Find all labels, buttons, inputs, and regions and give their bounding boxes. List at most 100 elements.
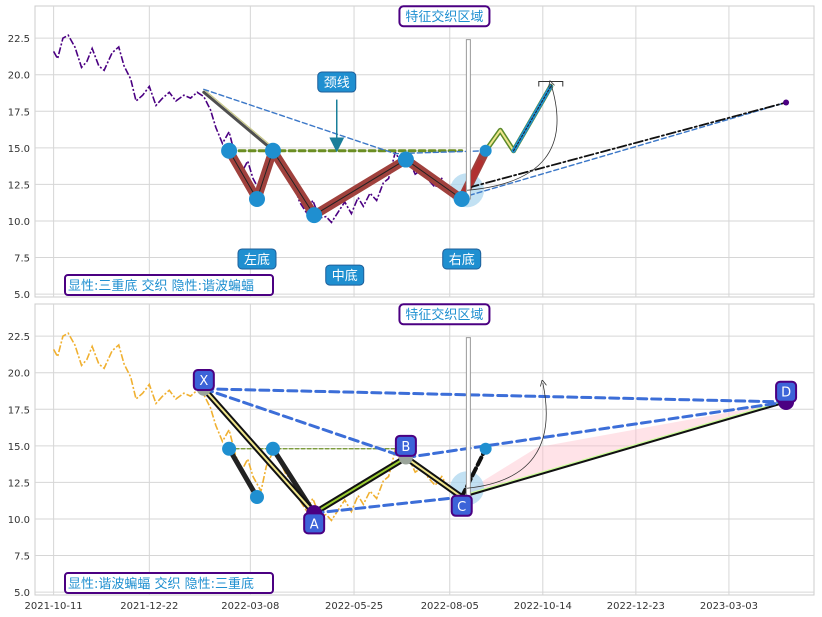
bottom-annotation: 特征交织区域 [398, 303, 491, 326]
point-label-d-text: D [781, 386, 791, 401]
bottom-pattern-line [313, 456, 407, 515]
bottom-curve-arrow [466, 383, 546, 489]
bottom-y-tick-label: 15.0 [8, 442, 30, 453]
point-label-d-box [775, 380, 798, 403]
point-label-a: A [303, 512, 326, 535]
top-annotation-box [317, 71, 357, 93]
bottom-legend-box [64, 572, 274, 594]
top-legend-box [64, 274, 274, 296]
bottom-annotation-text: 特征交织区域 [405, 307, 483, 323]
top-annotation-text: 中底 [332, 268, 358, 284]
top-legend-text: 显性:三重底 交织 隐性:谐波蝙蝠 [68, 278, 254, 294]
x-tick-label: 2023-03-03 [700, 601, 758, 612]
top-point-marker [264, 142, 281, 159]
top-y-tick-label: 10.0 [8, 217, 30, 228]
top-annotation: 特征交织区域 [398, 5, 491, 28]
bottom-legend-text: 显性:谐波蝙蝠 交织 隐性:三重底 [68, 576, 254, 592]
top-pattern-line [203, 88, 487, 155]
bottom-pattern-line [312, 495, 464, 515]
top-pattern-line [513, 85, 552, 152]
top-annotation-text: 右底 [449, 252, 475, 268]
top-y-tick-label: 5.0 [14, 290, 30, 301]
bottom-y-tick-label: 5.0 [14, 588, 30, 599]
top-point-marker [397, 151, 414, 168]
top-y-tick-label: 15.0 [8, 144, 30, 155]
top-point-marker [479, 144, 492, 157]
top-spike-bar [465, 39, 471, 200]
top-y-tick-label: 22.5 [8, 34, 30, 45]
bottom-annotation-box [398, 303, 491, 326]
x-tick-label: 2021-10-11 [25, 601, 83, 612]
top-annotation-text: 左底 [244, 252, 270, 268]
top-y-tick-label: 7.5 [14, 254, 30, 265]
top-annotation-box [325, 264, 365, 286]
top-pattern-line [202, 90, 279, 156]
top-annotation: 左底 [237, 248, 277, 270]
bottom-pattern-line [461, 399, 787, 497]
bottom-y-tick-label: 10.0 [8, 515, 30, 526]
top-point-marker [453, 191, 470, 208]
top-annotation-box [237, 248, 277, 270]
bottom-plot-area [34, 303, 815, 596]
top-pattern-line [461, 101, 787, 199]
bottom-pattern-line [202, 387, 788, 404]
top-y-tick-label: 17.5 [8, 107, 30, 118]
point-label-x: X [192, 369, 215, 392]
bottom-pattern-line [460, 400, 788, 499]
top-pattern-line [228, 150, 463, 216]
x-tick-label: 2022-05-25 [325, 601, 383, 612]
point-label-c: C [450, 494, 473, 517]
bottom-pattern-line [202, 387, 408, 460]
top-annotation-box [442, 248, 482, 270]
top-pattern-line [203, 88, 278, 152]
point-label-c-text: C [457, 500, 466, 515]
top-annotation-text: 特征交织区域 [405, 9, 483, 25]
point-label-d: D [775, 380, 798, 403]
top-annotation: 右底 [442, 248, 482, 270]
top-annotation-text: 颈线 [324, 76, 350, 91]
top-point-marker [249, 191, 266, 208]
top-target-bracket [538, 81, 564, 87]
top-pattern-line [468, 101, 787, 189]
top-legend: 显性:三重底 交织 隐性:谐波蝙蝠 [64, 274, 274, 296]
x-tick-label: 2022-12-23 [607, 601, 665, 612]
top-annotation: 颈线 [317, 71, 357, 93]
top-annotation-box [398, 5, 491, 28]
bottom-pattern-line [226, 446, 260, 500]
top-annotation: 中底 [325, 264, 365, 286]
top-y-tick-label: 20.0 [8, 71, 30, 82]
point-label-a-box [303, 512, 326, 535]
bottom-pattern-line [404, 456, 463, 499]
point-label-b-box [394, 434, 417, 457]
bottom-point-marker [250, 490, 265, 505]
top-point-marker [306, 207, 323, 224]
x-tick-label: 2022-08-05 [421, 601, 479, 612]
bottom-chart-panel: 5.0 7.5 10.0 12.5 15.0 17.5 20.0 22.5 2021-10-11… [8, 303, 815, 612]
bottom-pattern-line [459, 446, 488, 500]
bottom-spike-bar [465, 337, 471, 498]
top-point-marker [783, 99, 790, 106]
bottom-grid: 5.0 7.5 10.0 12.5 15.0 17.5 20.0 22.5 2021-10-11… [8, 304, 814, 612]
top-curve-arrow [467, 84, 558, 191]
x-tick-label: 2021-12-22 [120, 601, 178, 612]
point-label-x-text: X [199, 374, 208, 389]
bottom-y-tick-label: 20.0 [8, 369, 30, 380]
bottom-point-marker [222, 441, 237, 456]
bottom-pattern-line [202, 387, 316, 515]
point-label-b-text: B [401, 440, 410, 455]
bottom-y-tick-label: 7.5 [14, 552, 30, 563]
bottom-legend: 显性:谐波蝙蝠 交织 隐性:三重底 [64, 572, 274, 594]
point-label-a-text: A [310, 517, 319, 532]
bottom-point-marker [479, 442, 492, 455]
x-tick-label: 2022-10-14 [514, 601, 572, 612]
top-point-marker [221, 142, 238, 159]
bottom-y-tick-label: 22.5 [8, 332, 30, 343]
top-y-tick-label: 12.5 [8, 180, 30, 191]
point-label-x-box [192, 369, 215, 392]
x-tick-label: 2022-03-08 [221, 601, 279, 612]
bottom-y-tick-label: 12.5 [8, 478, 30, 489]
point-label-b: B [394, 434, 417, 457]
bottom-y-tick-label: 17.5 [8, 405, 30, 416]
top-chart-panel: 5.0 7.5 10.0 12.5 15.0 17.5 20.0 22.5 特征交织区域颈线左底… [8, 5, 815, 301]
